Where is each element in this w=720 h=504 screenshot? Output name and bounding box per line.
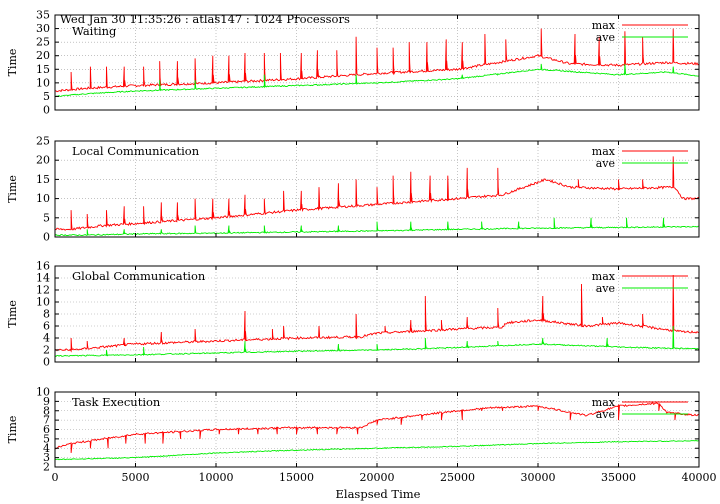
panel-title: Task Execution bbox=[72, 395, 161, 409]
series-line-max bbox=[54, 28, 700, 93]
y-tick-label: 3 bbox=[43, 451, 50, 464]
y-tick-label: 30 bbox=[36, 22, 50, 35]
y-tick-label: 6 bbox=[43, 320, 50, 333]
y-tick-label: 20 bbox=[36, 154, 50, 167]
x-tick-label: 0 bbox=[52, 471, 59, 484]
y-tick-label: 8 bbox=[43, 308, 50, 321]
y-tick-label: 4 bbox=[43, 332, 50, 345]
series-line-ave bbox=[54, 63, 700, 98]
series-line-max bbox=[54, 156, 699, 231]
y-axis-label: Time bbox=[6, 300, 19, 328]
legend-label-max: max bbox=[592, 19, 616, 32]
x-tick-label: 15000 bbox=[279, 471, 314, 484]
series-line-ave bbox=[54, 217, 700, 237]
y-axis-label: Time bbox=[6, 49, 19, 77]
legend-label-ave: ave bbox=[596, 282, 615, 295]
y-axis-label: Time bbox=[6, 175, 19, 203]
series-line-max bbox=[55, 402, 700, 453]
panel-title: Local Communication bbox=[72, 144, 200, 158]
y-tick-label: 5 bbox=[43, 211, 50, 224]
series-line-ave bbox=[54, 439, 700, 461]
y-tick-label: 5 bbox=[43, 432, 50, 445]
y-tick-label: 0 bbox=[43, 231, 50, 244]
panel-title: Global Communication bbox=[72, 269, 206, 283]
y-axis-label: Time bbox=[6, 416, 19, 444]
y-tick-label: 0 bbox=[43, 104, 50, 117]
y-tick-label: 15 bbox=[36, 63, 50, 76]
y-tick-label: 35 bbox=[36, 9, 50, 22]
y-tick-label: 9 bbox=[43, 395, 50, 408]
y-tick-label: 2 bbox=[43, 461, 50, 474]
y-tick-label: 10 bbox=[36, 386, 50, 399]
x-axis-label: Elaspsed Time bbox=[336, 487, 421, 501]
x-tick-label: 20000 bbox=[360, 471, 395, 484]
y-tick-label: 20 bbox=[36, 49, 50, 62]
series-line-max bbox=[54, 274, 700, 353]
series-line-ave bbox=[54, 325, 700, 357]
y-tick-label: 25 bbox=[36, 36, 50, 49]
y-tick-label: 10 bbox=[36, 192, 50, 205]
y-tick-label: 0 bbox=[43, 356, 50, 369]
y-tick-label: 5 bbox=[43, 90, 50, 103]
x-tick-label: 40000 bbox=[682, 471, 717, 484]
panel-title: Waiting bbox=[72, 24, 117, 38]
y-tick-label: 2 bbox=[43, 344, 50, 357]
y-tick-label: 12 bbox=[36, 284, 50, 297]
y-tick-label: 10 bbox=[36, 296, 50, 309]
legend-label-max: max bbox=[592, 145, 616, 158]
y-tick-label: 14 bbox=[36, 272, 50, 285]
x-tick-label: 25000 bbox=[440, 471, 475, 484]
x-tick-label: 30000 bbox=[521, 471, 556, 484]
x-tick-label: 5000 bbox=[122, 471, 150, 484]
y-tick-label: 16 bbox=[36, 260, 50, 273]
x-tick-label: 10000 bbox=[199, 471, 234, 484]
y-tick-label: 6 bbox=[43, 423, 50, 436]
x-tick-label: 35000 bbox=[601, 471, 636, 484]
y-tick-label: 10 bbox=[36, 76, 50, 89]
legend-label-ave: ave bbox=[596, 408, 615, 421]
legend-label-max: max bbox=[592, 270, 616, 283]
legend-label-max: max bbox=[592, 396, 616, 409]
legend-label-ave: ave bbox=[596, 157, 615, 170]
y-tick-label: 4 bbox=[43, 442, 50, 455]
header-timestamp: Wed Jan 30 11:35:26 : atlas147 : 1024 Pr… bbox=[60, 12, 350, 26]
legend-label-ave: ave bbox=[596, 31, 615, 44]
y-tick-label: 8 bbox=[43, 404, 50, 417]
y-tick-label: 7 bbox=[43, 414, 50, 427]
y-tick-label: 15 bbox=[36, 173, 50, 186]
y-tick-label: 25 bbox=[36, 135, 50, 148]
